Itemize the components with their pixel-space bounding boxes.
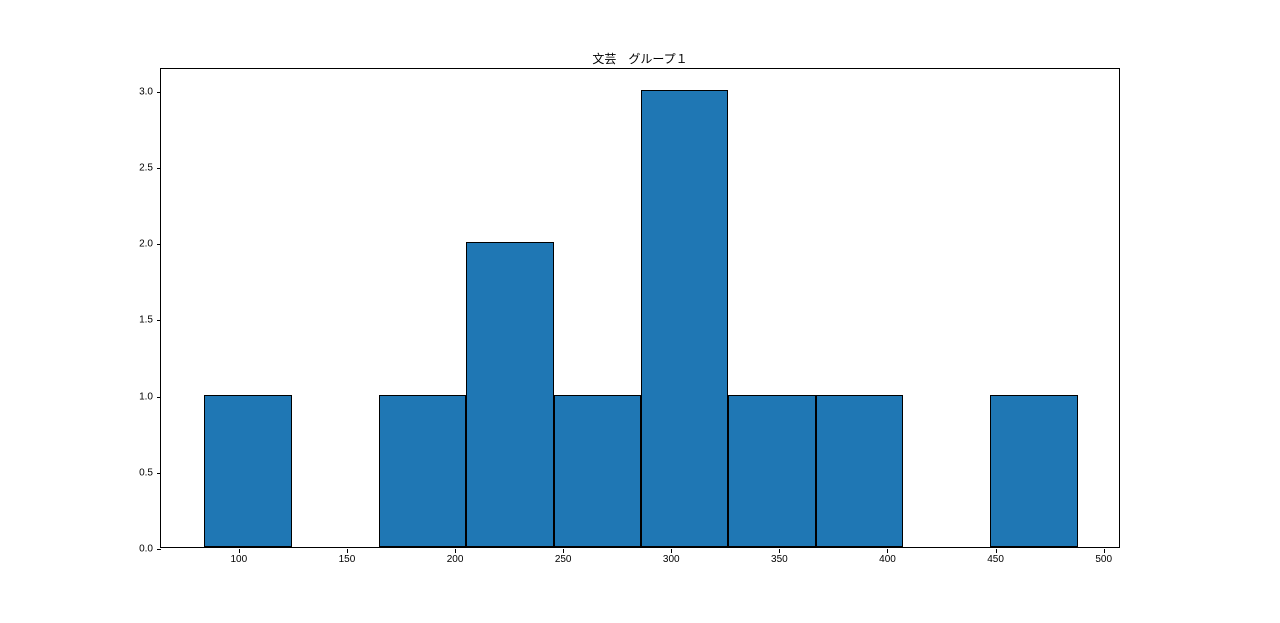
chart-title: 文芸 グループ１ <box>160 50 1120 67</box>
histogram-chart: 文芸 グループ１ 0.00.51.01.52.02.53.0 100150200… <box>160 68 1120 548</box>
xtick-label: 200 <box>447 554 464 565</box>
xtick-mark <box>779 549 780 553</box>
ytick-label: 1.0 <box>123 391 153 402</box>
xtick-mark <box>347 549 348 553</box>
ytick-label: 2.0 <box>123 239 153 250</box>
xtick-mark <box>563 549 564 553</box>
xtick-label: 500 <box>1095 554 1112 565</box>
xtick-mark <box>996 549 997 553</box>
histogram-bar <box>554 395 641 547</box>
xtick-mark <box>887 549 888 553</box>
xtick-mark <box>239 549 240 553</box>
ytick-mark <box>157 92 161 93</box>
xtick-label: 250 <box>555 554 572 565</box>
ytick-mark <box>157 320 161 321</box>
xtick-label: 100 <box>230 554 247 565</box>
ytick-label: 1.5 <box>123 315 153 326</box>
xtick-label: 300 <box>663 554 680 565</box>
xtick-mark <box>1104 549 1105 553</box>
ytick-label: 2.5 <box>123 163 153 174</box>
plot-area: 0.00.51.01.52.02.53.0 100150200250300350… <box>160 68 1120 548</box>
ytick-label: 3.0 <box>123 86 153 97</box>
ytick-label: 0.5 <box>123 467 153 478</box>
xtick-label: 400 <box>879 554 896 565</box>
histogram-bar <box>379 395 466 547</box>
ytick-mark <box>157 244 161 245</box>
ytick-mark <box>157 549 161 550</box>
ytick-mark <box>157 397 161 398</box>
histogram-bar <box>728 395 815 547</box>
xtick-mark <box>455 549 456 553</box>
histogram-bar <box>466 242 553 547</box>
xtick-label: 450 <box>987 554 1004 565</box>
histogram-bar <box>204 395 291 547</box>
histogram-bar <box>816 395 903 547</box>
ytick-mark <box>157 168 161 169</box>
xtick-label: 150 <box>339 554 356 565</box>
ytick-mark <box>157 473 161 474</box>
histogram-bar <box>641 90 728 547</box>
xtick-label: 350 <box>771 554 788 565</box>
ytick-label: 0.0 <box>123 544 153 555</box>
histogram-bar <box>990 395 1077 547</box>
xtick-mark <box>671 549 672 553</box>
